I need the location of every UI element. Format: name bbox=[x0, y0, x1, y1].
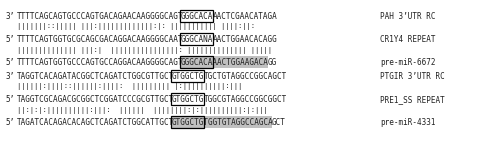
Text: AACTGGAACACAGG: AACTGGAACACAGG bbox=[212, 35, 278, 44]
Text: GCT: GCT bbox=[272, 118, 285, 127]
Text: ||||||:||||::||||||:||||:  ||||||||| |:||||||||||:|||: ||||||:||||::||||||:||||: ||||||||| |:||… bbox=[17, 84, 242, 91]
Text: |||||||||||||| |||:|  ||||||||||||||||: |||||||||||||| |||||: |||||||||||||| |||:| ||||||||||||||||: |… bbox=[17, 47, 272, 53]
Text: PAH 3’UTR RC: PAH 3’UTR RC bbox=[380, 12, 436, 21]
Text: TAGGTCGCAGACGCGGCTCGGATCCCGCGTTGCT: TAGGTCGCAGACGCGGCTCGGATCCCGCGTTGCT bbox=[17, 95, 174, 104]
Bar bbox=[171, 92, 204, 105]
Text: GG: GG bbox=[267, 58, 276, 67]
Text: TGCTGTAGGCCGGCAGCT: TGCTGTAGGCCGGCAGCT bbox=[204, 72, 287, 81]
Text: TAGGTCACAGATACGGCTCAGATCTGGCGTTGCT: TAGGTCACAGATACGGCTCAGATCTGGCGTTGCT bbox=[17, 72, 174, 81]
Text: 3’: 3’ bbox=[5, 72, 14, 81]
Text: GTGGCTG: GTGGCTG bbox=[172, 72, 204, 81]
Text: PTGIR 3’UTR RC: PTGIR 3’UTR RC bbox=[380, 72, 445, 81]
Bar bbox=[171, 69, 204, 82]
Bar bbox=[180, 56, 268, 68]
Text: TTTTCAGCAGTGCCCAGTGACAGAACAAGGGGCAGT: TTTTCAGCAGTGCCCAGTGACAGAACAAGGGGCAGT bbox=[17, 12, 183, 21]
Text: 5’: 5’ bbox=[5, 95, 14, 104]
Text: TGGCGTAGGCCGGCGGCT: TGGCGTAGGCCGGCGGCT bbox=[204, 95, 287, 104]
Text: 5’: 5’ bbox=[5, 118, 14, 127]
Bar bbox=[171, 116, 272, 128]
Bar bbox=[180, 56, 213, 68]
Text: GTGGCTGTGGTGTAGGCCAGCA: GTGGCTGTGGTGTAGGCCAGCA bbox=[172, 118, 274, 127]
Bar bbox=[180, 9, 213, 22]
Bar bbox=[171, 116, 204, 128]
Text: 5’: 5’ bbox=[5, 35, 14, 44]
Text: GTGGCTG: GTGGCTG bbox=[172, 95, 204, 104]
Text: pre-miR-4331: pre-miR-4331 bbox=[380, 118, 436, 127]
Text: CR1Y4 REPEAT: CR1Y4 REPEAT bbox=[380, 35, 436, 44]
Text: TTTTCAGTGGTGCCCAGTGCCAGGACAAGGGGCAGT: TTTTCAGTGGTGCCCAGTGCCAGGACAAGGGGCAGT bbox=[17, 58, 183, 67]
Text: TTTTCAGTGGTGCGCAGCGACAGGACAAGGGGCAAT: TTTTCAGTGGTGCGCAGCGACAGGACAAGGGGCAAT bbox=[17, 35, 183, 44]
Text: GGGCACA: GGGCACA bbox=[181, 12, 213, 21]
Bar bbox=[180, 32, 213, 45]
Text: 3’: 3’ bbox=[5, 12, 14, 21]
Text: GGGCACAAACTGGAAGACA: GGGCACAAACTGGAAGACA bbox=[181, 58, 268, 67]
Text: TAGATCACAGACACAGCTCAGATCTGGCATTGCT: TAGATCACAGACACAGCTCAGATCTGGCATTGCT bbox=[17, 118, 174, 127]
Text: ||:|:|:||||||||||:|||:  ||||||  ||||||||:|:||||||||||:|:|||: ||:|:|:||||||||||:|||: |||||| ||||||||:|… bbox=[17, 107, 268, 113]
Text: GGGCANA: GGGCANA bbox=[181, 35, 213, 44]
Text: PRE1_SS REPEAT: PRE1_SS REPEAT bbox=[380, 95, 445, 104]
Text: pre-miR-6672: pre-miR-6672 bbox=[380, 58, 436, 67]
Text: 5’: 5’ bbox=[5, 58, 14, 67]
Text: |||||||::||||| |||:|||||||||||||:|: ||||||||||| ||||:||:: |||||||::||||| |||:|||||||||||||:|: ||||… bbox=[17, 24, 255, 31]
Text: AACTCGAACATAGA: AACTCGAACATAGA bbox=[212, 12, 278, 21]
